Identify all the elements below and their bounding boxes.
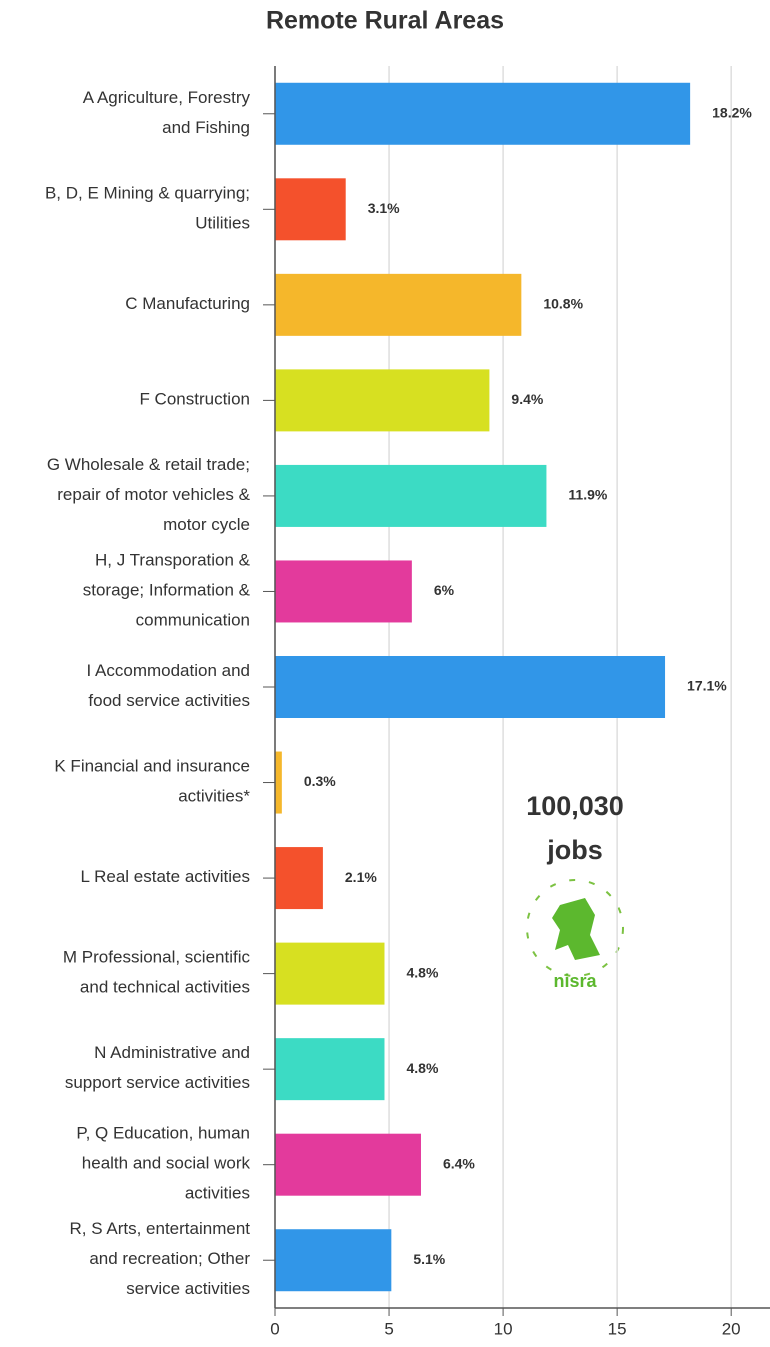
value-label: 4.8%: [406, 1060, 438, 1076]
chart-title: Remote Rural Areas: [266, 7, 504, 35]
logo: [526, 879, 624, 977]
value-label: 5.1%: [413, 1251, 445, 1267]
value-label: 0.3%: [304, 773, 336, 789]
value-label: 9.4%: [511, 391, 543, 407]
x-tick-label: 20: [722, 1319, 741, 1338]
x-tick-label: 5: [384, 1319, 393, 1338]
x-tick-label: 15: [608, 1319, 627, 1338]
bar: [275, 464, 547, 527]
y-tick-label: H, J Transporation & storage; Information…: [83, 551, 251, 630]
logo-text: nisra: [553, 971, 597, 991]
y-tick-label: M Professional, scientific and technical …: [63, 948, 251, 997]
bar: [275, 560, 412, 623]
x-tick-label: 10: [494, 1319, 513, 1338]
annotation: 100,030 jobs: [526, 791, 624, 865]
y-tick-label: C Manufacturing: [125, 294, 250, 313]
bar: [275, 82, 691, 145]
y-tick-label: G Wholesale & retail trade; repair of mot…: [47, 455, 251, 534]
y-tick-label: P, Q Education, human health and social w…: [76, 1124, 250, 1203]
x-tick-label: 0: [270, 1319, 279, 1338]
value-label: 3.1%: [368, 200, 400, 216]
value-label: 18.2%: [712, 104, 752, 120]
bar: [275, 369, 490, 432]
bar: [275, 1229, 392, 1292]
value-label: 11.9%: [568, 487, 607, 503]
y-tick-label: R, S Arts, entertainment and recreation; …: [70, 1220, 251, 1299]
value-label: 4.8%: [406, 964, 438, 980]
value-label: 6.4%: [443, 1155, 475, 1171]
value-label: 10.8%: [543, 296, 583, 312]
value-label: 2.1%: [345, 869, 377, 885]
y-tick-label: I Accommodation and food service activiti…: [87, 661, 250, 710]
y-tick-label: B, D, E Mining & quarrying; Utilities: [45, 184, 250, 233]
bar: [275, 273, 522, 336]
y-tick-label: N Administrative and support service acti…: [65, 1044, 250, 1093]
y-tick-label: F Construction: [139, 390, 250, 409]
bar: [275, 751, 282, 814]
bar: [275, 656, 666, 718]
y-tick-label: A Agriculture, Forestry and Fishing: [83, 88, 251, 137]
value-label: 6%: [434, 582, 455, 598]
y-tick-label: L Real estate activities: [81, 868, 250, 887]
y-tick-label: K Financial and insurance activities*: [54, 757, 250, 806]
bar: [275, 942, 385, 1005]
bar: [275, 178, 346, 241]
value-label: 17.1%: [687, 678, 727, 694]
bar: [275, 847, 323, 910]
bar: [275, 1133, 421, 1196]
bar: [275, 1038, 385, 1101]
